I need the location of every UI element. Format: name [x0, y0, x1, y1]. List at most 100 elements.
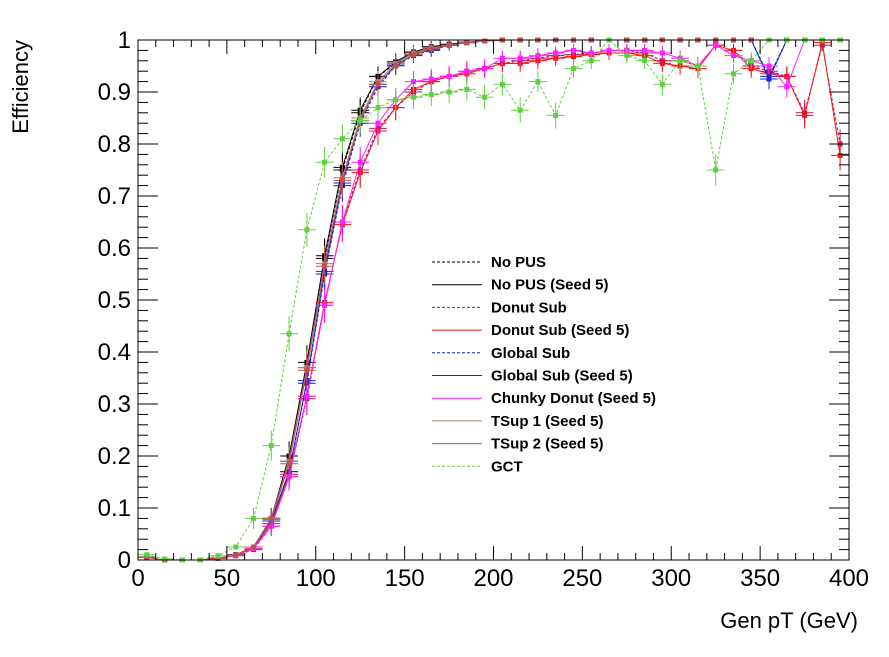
- data-point: [659, 81, 665, 87]
- data-point: [677, 58, 683, 64]
- data-point: [411, 94, 416, 100]
- data-point: [215, 555, 221, 561]
- data-point: [322, 263, 328, 269]
- data-point: [393, 97, 399, 103]
- data-point: [588, 58, 594, 64]
- data-point: [375, 120, 381, 126]
- y-tick-label: 0.3: [98, 391, 131, 418]
- legend-label: GCT: [491, 458, 523, 475]
- data-point: [144, 552, 150, 558]
- data-point: [393, 63, 399, 69]
- legend-label: Donut Sub (Seed 5): [491, 322, 629, 339]
- y-tick-label: 0.2: [98, 443, 131, 470]
- data-point: [553, 50, 559, 56]
- y-tick-label: 0.5: [98, 287, 131, 314]
- data-point: [482, 94, 488, 100]
- data-point: [357, 118, 363, 124]
- data-point: [731, 71, 736, 77]
- legend-label: No PUS: [491, 254, 546, 271]
- series-line: [146, 39, 841, 561]
- data-point: [375, 105, 381, 111]
- data-point: [446, 42, 452, 48]
- data-point: [233, 544, 239, 550]
- x-tick-label: 300: [651, 565, 691, 592]
- legend: No PUS No PUS (Seed 5) Donut Sub Donut Sub …: [432, 254, 656, 475]
- data-point: [144, 554, 150, 560]
- data-point: [233, 552, 239, 558]
- data-point: [784, 84, 790, 90]
- data-point: [659, 60, 665, 66]
- data-point: [766, 76, 772, 82]
- x-tick-label: 350: [740, 565, 780, 592]
- data-point: [837, 152, 843, 158]
- data-point: [766, 63, 772, 69]
- x-tick-label: 0: [131, 565, 144, 592]
- data-point: [162, 556, 168, 562]
- legend-label: TSup 1 (Seed 5): [491, 413, 604, 430]
- data-point: [517, 55, 523, 61]
- y-tick-label: 0: [118, 547, 131, 574]
- data-point: [624, 53, 630, 59]
- series-line: [146, 42, 841, 561]
- data-point: [339, 177, 345, 183]
- data-point: [446, 89, 452, 95]
- data-point: [819, 40, 825, 46]
- data-point: [713, 42, 719, 48]
- x-tick-label: 50: [214, 565, 241, 592]
- legend-label: Chunky Donut (Seed 5): [491, 390, 656, 407]
- data-point: [659, 50, 665, 56]
- data-point: [482, 66, 488, 72]
- data-point: [571, 47, 576, 53]
- y-tick-label: 0.1: [98, 495, 131, 522]
- data-point: [695, 63, 701, 69]
- data-point: [535, 79, 541, 85]
- data-point: [482, 38, 488, 44]
- data-point: [411, 52, 416, 58]
- data-point: [268, 516, 274, 522]
- data-point: [304, 227, 310, 233]
- data-point: [322, 159, 328, 165]
- data-point: [571, 66, 576, 72]
- data-point: [642, 58, 648, 64]
- data-point: [428, 76, 434, 82]
- data-point: [642, 47, 648, 53]
- data-point: [713, 167, 719, 173]
- series-line: [146, 39, 841, 561]
- legend-label: No PUS (Seed 5): [491, 277, 609, 294]
- data-point: [286, 461, 292, 467]
- data-point: [499, 81, 505, 87]
- data-point: [357, 159, 363, 165]
- data-point: [535, 53, 541, 59]
- data-point: [339, 219, 345, 225]
- data-point: [464, 40, 470, 46]
- data-point: [428, 46, 434, 52]
- legend-label: Global Sub (Seed 5): [491, 368, 633, 385]
- ticks-layer: 0 50 100 150 200 250 300 350 400 0 0.1 0.2 0.3 0.4 0.5…: [98, 27, 869, 592]
- data-point: [499, 55, 505, 61]
- data-point: [251, 544, 256, 550]
- data-point: [748, 58, 754, 64]
- data-point: [802, 112, 808, 118]
- y-axis-title: Efficiency: [8, 40, 33, 134]
- data-point: [215, 553, 221, 559]
- x-tick-label: 250: [562, 565, 602, 592]
- data-point: [268, 443, 274, 449]
- x-tick-label: 200: [473, 565, 513, 592]
- y-tick-label: 0.8: [98, 131, 131, 158]
- data-point: [322, 302, 328, 308]
- legend-label: Donut Sub: [491, 299, 567, 316]
- data-point: [606, 47, 612, 53]
- data-point: [304, 367, 310, 373]
- y-tick-label: 0.4: [98, 339, 131, 366]
- y-tick-label: 0.9: [98, 79, 131, 106]
- data-point: [464, 86, 470, 92]
- x-tick-label: 100: [296, 565, 336, 592]
- data-point: [428, 92, 434, 98]
- data-point: [251, 515, 256, 521]
- legend-label: Global Sub: [491, 345, 570, 362]
- data-point: [304, 393, 310, 399]
- data-point: [464, 68, 470, 74]
- x-axis-title: Gen pT (GeV): [720, 608, 858, 633]
